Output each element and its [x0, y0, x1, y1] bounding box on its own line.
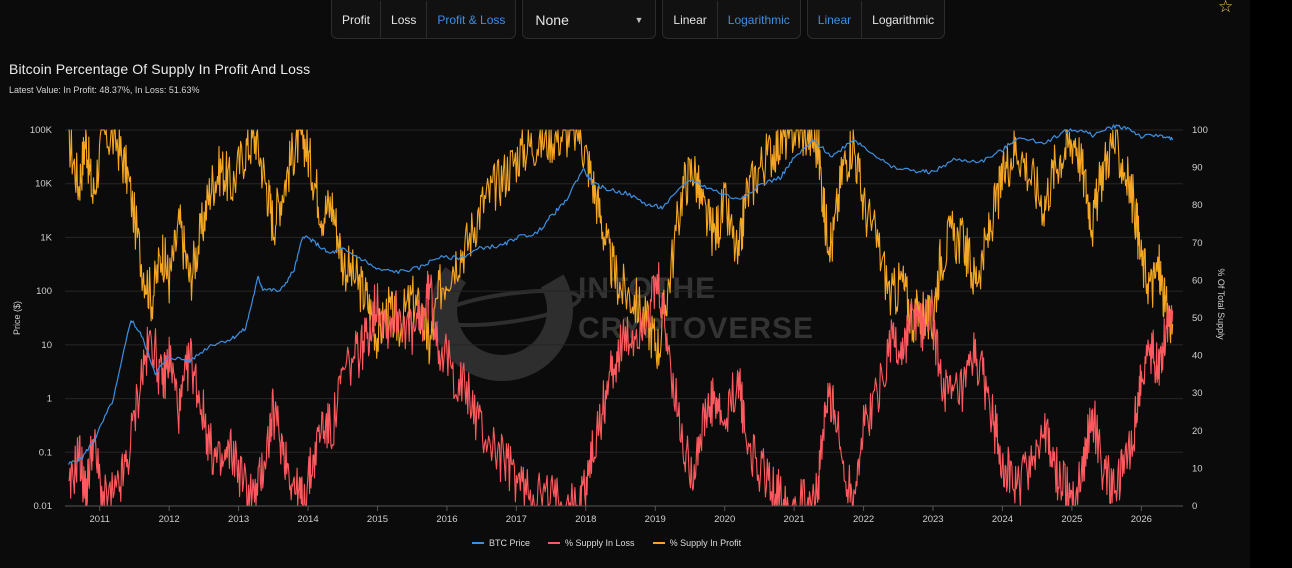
- left-tick-label: 100: [36, 286, 52, 297]
- series-supply-in-loss: [68, 261, 1174, 507]
- metric-segmented-control: Profit Loss Profit & Loss: [331, 0, 517, 39]
- price-scale-control: Linear Logarithmic: [662, 0, 801, 39]
- right-tick-label: 10: [1192, 463, 1203, 474]
- series-supply-in-profit: [68, 129, 1174, 370]
- right-tick-label: 70: [1192, 238, 1203, 249]
- profit-option[interactable]: Profit: [332, 1, 382, 38]
- legend-swatch: [548, 542, 561, 544]
- right-axis-label: % Of Total Supply: [1216, 268, 1226, 340]
- loss-option[interactable]: Loss: [381, 1, 428, 38]
- legend-swatch: [652, 542, 665, 544]
- left-tick-label: 10K: [35, 179, 53, 190]
- right-tick-label: 100: [1192, 125, 1208, 136]
- x-tick-label: 2015: [367, 514, 388, 525]
- axes: 0.01 0.1 1 10 100 1K 10K 100K 0 10 20 30 40 50 60 70 80 9…: [30, 125, 1208, 525]
- overlay-select-value: None: [535, 11, 569, 28]
- legend-item-loss[interactable]: % Supply In Loss: [548, 538, 635, 548]
- left-tick-label: 1K: [40, 232, 52, 243]
- x-tick-label: 2014: [297, 514, 318, 525]
- watermark-line-2: CRYPTOVERSE: [578, 312, 815, 345]
- series-btc-price: [67, 124, 1174, 465]
- profit-and-loss-option[interactable]: Profit & Loss: [437, 12, 506, 27]
- overlay-select[interactable]: None ▼: [523, 1, 655, 38]
- left-tick-label: 1: [47, 394, 52, 405]
- x-tick-label: 2017: [506, 514, 527, 525]
- right-tick-label: 40: [1192, 351, 1203, 362]
- x-tick-label: 2011: [90, 514, 110, 525]
- right-tick-label: 50: [1192, 313, 1203, 324]
- legend-label: BTC Price: [489, 538, 531, 548]
- legend-item-profit[interactable]: % Supply In Profit: [652, 538, 742, 548]
- legend-label: % Supply In Loss: [565, 538, 635, 548]
- legend-label: % Supply In Profit: [669, 538, 742, 548]
- watermark-logo-icon: [431, 239, 582, 381]
- price-scale-logarithmic[interactable]: Logarithmic: [727, 12, 790, 27]
- legend: BTC Price % Supply In Loss % Supply In P…: [472, 538, 741, 548]
- right-edge-panel: [1250, 0, 1292, 568]
- x-tick-label: 2018: [575, 514, 596, 525]
- x-tick-label: 2022: [853, 514, 874, 525]
- right-tick-label: 30: [1192, 388, 1203, 399]
- chevron-down-icon: ▼: [634, 14, 644, 25]
- x-tick-label: 2019: [645, 514, 666, 525]
- x-tick-label: 2025: [1061, 514, 1082, 525]
- left-axis-label: Price ($): [12, 301, 22, 335]
- overlay-dropdown-group: None ▼: [522, 0, 657, 39]
- watermark-line-1: INTOTHE: [578, 272, 717, 305]
- price-scale-linear[interactable]: Linear: [663, 1, 718, 38]
- right-tick-label: 80: [1192, 200, 1203, 211]
- supply-scale-logarithmic[interactable]: Logarithmic: [872, 12, 935, 27]
- supply-scale-linear[interactable]: Linear: [808, 1, 863, 38]
- star-outline-icon[interactable]: ☆: [1218, 0, 1234, 16]
- right-tick-label: 0: [1192, 501, 1197, 512]
- left-tick-label: 0.1: [39, 447, 52, 458]
- x-tick-label: 2026: [1131, 514, 1152, 525]
- x-tick-label: 2016: [436, 514, 457, 525]
- right-tick-label: 60: [1192, 275, 1203, 286]
- series-layer: [67, 124, 1174, 507]
- x-tick-label: 2021: [784, 514, 805, 525]
- x-tick-label: 2012: [159, 514, 180, 525]
- left-tick-label: 10: [41, 340, 52, 351]
- x-tick-label: 2024: [992, 514, 1013, 525]
- left-tick-label: 0.01: [34, 501, 53, 512]
- left-tick-label: 100K: [30, 125, 53, 136]
- supply-scale-control: Linear Logarithmic: [806, 0, 946, 39]
- watermark: INTOTHE CRYPTOVERSE: [430, 230, 850, 390]
- x-tick-label: 2020: [714, 514, 735, 525]
- legend-item-btc-price[interactable]: BTC Price: [472, 538, 530, 548]
- right-tick-label: 20: [1192, 426, 1203, 437]
- x-tick-label: 2023: [922, 514, 943, 525]
- right-tick-label: 90: [1192, 163, 1203, 174]
- chart-title: Bitcoin Percentage Of Supply In Profit A…: [9, 61, 311, 77]
- chart-subtitle: Latest Value: In Profit: 48.37%, In Loss…: [9, 85, 200, 95]
- x-tick-label: 2013: [228, 514, 249, 525]
- legend-swatch: [472, 542, 484, 544]
- chart-toolbar: Profit Loss Profit & Loss None ▼ Linear …: [331, 0, 946, 39]
